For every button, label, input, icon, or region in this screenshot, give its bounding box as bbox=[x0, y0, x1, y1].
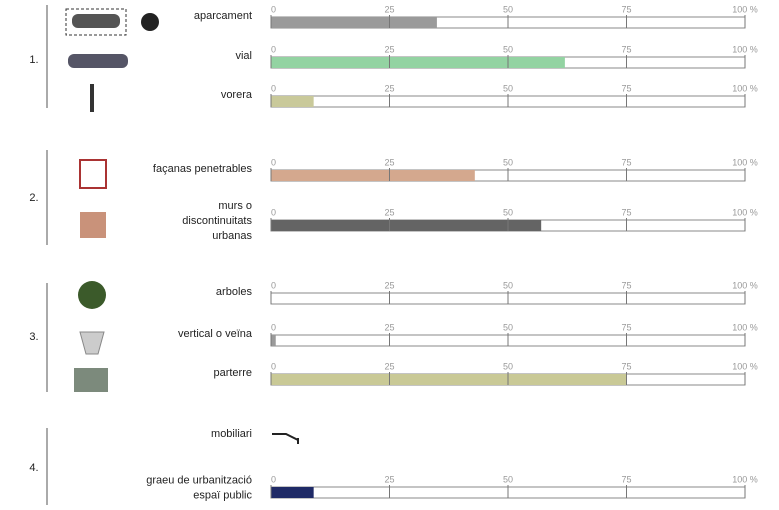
x-tick-label: 75 bbox=[621, 322, 631, 332]
icon-car bbox=[68, 54, 128, 68]
group-label: 2. bbox=[29, 192, 38, 204]
row-label: arboles bbox=[216, 286, 253, 298]
x-tick-label: 25 bbox=[384, 474, 394, 484]
x-tick-label: 75 bbox=[621, 83, 631, 93]
row-label: mobiliari bbox=[211, 428, 252, 440]
row-label: murs o bbox=[218, 200, 252, 212]
x-tick-label: 0 bbox=[271, 157, 276, 167]
icon-pot bbox=[79, 331, 105, 355]
x-tick-label: 100 % bbox=[732, 83, 758, 93]
row-label: vertical o veïna bbox=[178, 328, 253, 340]
x-tick-label: 75 bbox=[621, 474, 631, 484]
bar bbox=[271, 374, 627, 385]
x-tick-label: 50 bbox=[503, 474, 513, 484]
x-tick-label: 25 bbox=[384, 322, 394, 332]
x-tick-label: 0 bbox=[271, 4, 276, 14]
x-tick-label: 25 bbox=[384, 83, 394, 93]
row-label: urbanas bbox=[212, 230, 252, 242]
bar bbox=[271, 170, 475, 181]
x-tick-label: 25 bbox=[384, 280, 394, 290]
row-label: façanas penetrables bbox=[153, 163, 253, 175]
x-tick-label: 50 bbox=[503, 4, 513, 14]
x-tick-label: 50 bbox=[503, 280, 513, 290]
row-label: discontinuitats bbox=[182, 215, 252, 227]
x-tick-label: 0 bbox=[271, 474, 276, 484]
x-tick-label: 100 % bbox=[732, 157, 758, 167]
x-tick-label: 25 bbox=[384, 4, 394, 14]
x-tick-label: 100 % bbox=[732, 322, 758, 332]
x-tick-label: 75 bbox=[621, 207, 631, 217]
x-tick-label: 50 bbox=[503, 157, 513, 167]
icon-car bbox=[72, 14, 120, 28]
x-tick-label: 75 bbox=[621, 4, 631, 14]
x-tick-label: 50 bbox=[503, 361, 513, 371]
icon-facade bbox=[79, 159, 107, 189]
bar bbox=[271, 17, 437, 28]
x-tick-label: 75 bbox=[621, 361, 631, 371]
bar bbox=[271, 220, 542, 231]
icon-moto bbox=[141, 13, 159, 31]
x-tick-label: 0 bbox=[271, 44, 276, 54]
icon-lamp bbox=[272, 433, 299, 444]
icons bbox=[65, 8, 299, 444]
x-tick-label: 25 bbox=[384, 44, 394, 54]
bar bbox=[271, 96, 314, 107]
row-label: graeu de urbanització bbox=[146, 474, 252, 486]
x-tick-label: 0 bbox=[271, 322, 276, 332]
icon-tree bbox=[78, 281, 106, 309]
icon-parterre bbox=[74, 368, 108, 392]
icon-wall bbox=[80, 212, 106, 238]
group-label: 4. bbox=[29, 462, 38, 474]
row-label: parterre bbox=[213, 367, 252, 379]
icon-frame bbox=[65, 8, 127, 36]
x-tick-label: 0 bbox=[271, 83, 276, 93]
x-tick-label: 50 bbox=[503, 83, 513, 93]
x-tick-label: 25 bbox=[384, 361, 394, 371]
x-tick-label: 50 bbox=[503, 207, 513, 217]
x-tick-label: 50 bbox=[503, 44, 513, 54]
row-label: espaï public bbox=[193, 489, 252, 501]
bar bbox=[271, 335, 276, 346]
group-label: 3. bbox=[29, 331, 38, 343]
x-tick-label: 0 bbox=[271, 280, 276, 290]
x-tick-label: 0 bbox=[271, 207, 276, 217]
bar bbox=[271, 57, 565, 68]
x-tick-label: 100 % bbox=[732, 474, 758, 484]
x-tick-label: 75 bbox=[621, 157, 631, 167]
row-label: vorera bbox=[221, 89, 253, 101]
x-tick-label: 75 bbox=[621, 44, 631, 54]
x-tick-label: 50 bbox=[503, 322, 513, 332]
x-tick-label: 0 bbox=[271, 361, 276, 371]
x-tick-label: 100 % bbox=[732, 280, 758, 290]
row-label: aparcament bbox=[194, 10, 252, 22]
x-tick-label: 100 % bbox=[732, 44, 758, 54]
x-tick-label: 25 bbox=[384, 207, 394, 217]
x-tick-label: 25 bbox=[384, 157, 394, 167]
x-tick-label: 100 % bbox=[732, 4, 758, 14]
x-tick-label: 100 % bbox=[732, 361, 758, 371]
x-tick-label: 75 bbox=[621, 280, 631, 290]
bar bbox=[271, 487, 314, 498]
row-label: vial bbox=[235, 50, 252, 62]
group-label: 1. bbox=[29, 54, 38, 66]
x-tick-label: 100 % bbox=[732, 207, 758, 217]
